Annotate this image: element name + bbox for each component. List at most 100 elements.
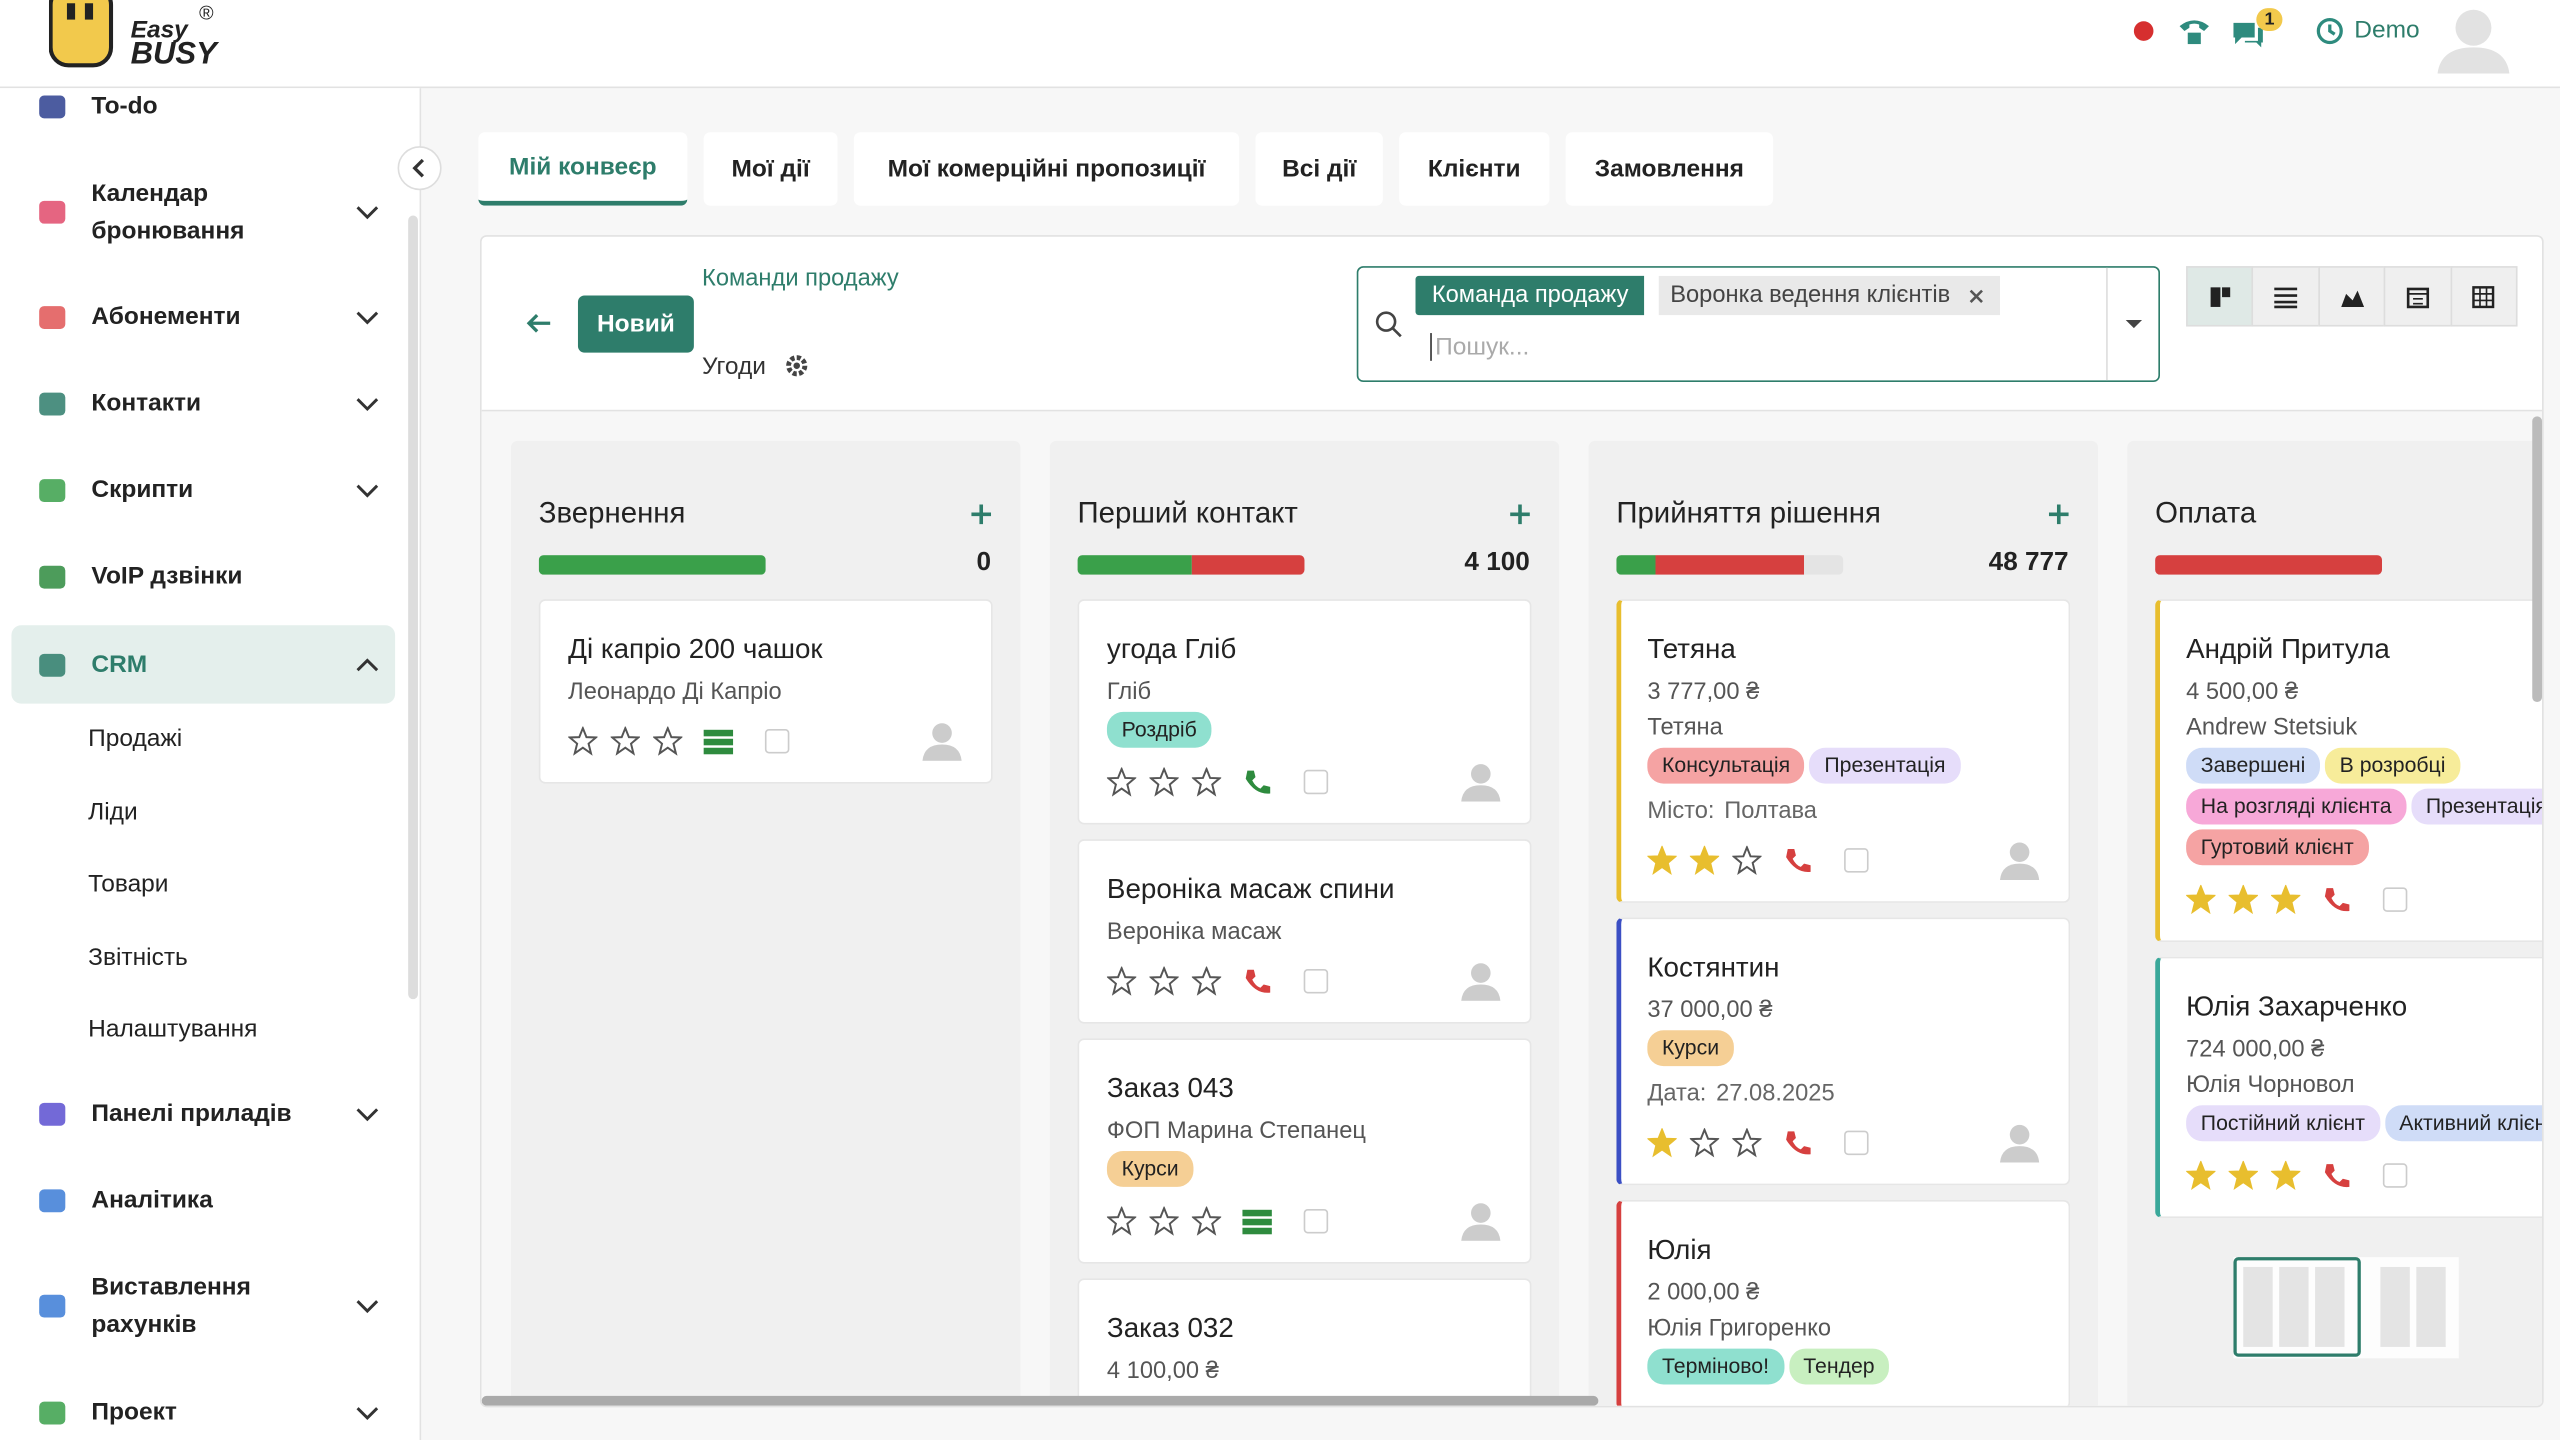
view-button[interactable] bbox=[2186, 266, 2254, 327]
star[interactable] bbox=[1190, 766, 1223, 797]
activity-icon[interactable] bbox=[1781, 1128, 1814, 1157]
chevron[interactable] bbox=[356, 395, 379, 411]
sidebar-item[interactable]: Проект bbox=[36, 1393, 379, 1431]
tab[interactable]: Мій конвеєр bbox=[478, 132, 688, 206]
chevron[interactable] bbox=[356, 1298, 379, 1314]
back-arrow[interactable] bbox=[524, 310, 553, 336]
star[interactable] bbox=[2270, 1159, 2302, 1191]
star[interactable] bbox=[2227, 1159, 2259, 1191]
star[interactable] bbox=[1148, 1205, 1180, 1236]
chat-icon[interactable] bbox=[2230, 16, 2266, 49]
star[interactable] bbox=[1190, 1205, 1223, 1236]
add-card[interactable] bbox=[970, 503, 993, 526]
breadcrumb[interactable]: Команди продажу bbox=[702, 266, 899, 293]
sidebar-item[interactable]: Панелі приладів bbox=[36, 1095, 379, 1133]
chevron[interactable] bbox=[356, 309, 379, 325]
facet-remove[interactable] bbox=[1968, 289, 1983, 304]
star[interactable] bbox=[1190, 965, 1223, 996]
card[interactable]: Юлія 2 000,00 ₴ Юлія Григоренко Терміново! Т… bbox=[1616, 1199, 2071, 1406]
star[interactable] bbox=[652, 725, 684, 756]
view-button[interactable] bbox=[2252, 266, 2320, 327]
search-box[interactable]: Команда продажу Воронка ведення клієнтів… bbox=[1356, 266, 2160, 383]
chevron[interactable] bbox=[356, 1105, 379, 1121]
tab[interactable]: Клієнти bbox=[1399, 132, 1550, 206]
star[interactable] bbox=[2185, 883, 2217, 915]
view-button[interactable] bbox=[2318, 266, 2386, 327]
checkbox[interactable] bbox=[764, 728, 790, 754]
card-avatar[interactable] bbox=[1998, 841, 2040, 880]
clock-icon[interactable] bbox=[2315, 16, 2344, 45]
star[interactable] bbox=[1646, 844, 1678, 875]
dropdown-caret[interactable] bbox=[2124, 318, 2144, 331]
sidebar-item[interactable]: VoIP дзвінки bbox=[36, 558, 379, 596]
activity-icon[interactable] bbox=[1241, 1207, 1274, 1236]
card[interactable]: Заказ 043 ФОП Марина Степанец Курси bbox=[1077, 1038, 1532, 1264]
tab[interactable]: Мої дії bbox=[703, 132, 838, 206]
sidebar-item[interactable]: CRM bbox=[36, 646, 379, 684]
new-button[interactable]: Новий bbox=[577, 295, 694, 353]
user-avatar[interactable] bbox=[2434, 5, 2512, 74]
star[interactable] bbox=[1646, 1127, 1678, 1158]
star[interactable] bbox=[2270, 883, 2302, 915]
card[interactable]: угода Гліб Гліб Роздріб bbox=[1077, 599, 1532, 825]
star[interactable] bbox=[1688, 1127, 1721, 1158]
add-card[interactable] bbox=[1509, 503, 1532, 526]
activity-icon[interactable] bbox=[2320, 1161, 2353, 1190]
star[interactable] bbox=[1148, 965, 1180, 996]
checkbox[interactable] bbox=[1303, 769, 1329, 795]
sidebar-subitem[interactable]: Звітність bbox=[88, 942, 188, 971]
phone-icon[interactable] bbox=[2176, 15, 2212, 48]
view-button[interactable] bbox=[2384, 266, 2452, 327]
activity-icon[interactable] bbox=[1781, 846, 1814, 875]
sidebar-subitem[interactable]: Продажі bbox=[88, 724, 183, 753]
star[interactable] bbox=[1688, 844, 1721, 875]
tab[interactable]: Всі дії bbox=[1255, 132, 1383, 206]
card[interactable]: Заказ 032 4 100,00 ₴ bbox=[1077, 1278, 1532, 1406]
card-avatar[interactable] bbox=[1460, 1202, 1502, 1241]
activity-icon[interactable] bbox=[2320, 885, 2353, 914]
search-input[interactable]: Пошук... bbox=[1430, 333, 1529, 361]
chevron[interactable] bbox=[356, 656, 379, 672]
sidebar-subitem[interactable]: Товари bbox=[88, 870, 169, 898]
tab[interactable]: Замовлення bbox=[1565, 132, 1774, 206]
card-avatar[interactable] bbox=[1460, 962, 1502, 1001]
card[interactable]: Юлія Захарченко 724 000,00 ₴ Юлія Чорновол… bbox=[2155, 956, 2543, 1218]
chevron[interactable] bbox=[356, 482, 379, 498]
star[interactable] bbox=[1731, 844, 1763, 875]
sidebar-item[interactable]: Аналітика bbox=[36, 1181, 379, 1219]
star[interactable] bbox=[1105, 766, 1138, 797]
sidebar-item[interactable]: Виставлення рахунків bbox=[36, 1269, 379, 1344]
settings-icon[interactable] bbox=[785, 354, 808, 377]
checkbox[interactable] bbox=[1843, 847, 1869, 873]
star[interactable] bbox=[1105, 1205, 1138, 1236]
star[interactable] bbox=[2227, 883, 2259, 915]
card[interactable]: Тетяна 3 777,00 ₴ Тетяна Консультація Презен… bbox=[1616, 599, 2071, 903]
user-name[interactable]: Demo bbox=[2354, 16, 2420, 45]
checkbox[interactable] bbox=[1303, 968, 1329, 994]
card[interactable]: Костянтин 37 000,00 ₴ Курси Дата: 27.08.2025 bbox=[1616, 917, 2071, 1186]
star[interactable] bbox=[609, 725, 641, 756]
sidebar-item[interactable]: Календар бронювання bbox=[36, 175, 379, 250]
sidebar-item[interactable]: Абонементи bbox=[36, 298, 379, 336]
chevron[interactable] bbox=[356, 204, 379, 220]
checkbox[interactable] bbox=[2382, 1162, 2408, 1188]
add-card[interactable] bbox=[2047, 503, 2070, 526]
star[interactable] bbox=[2185, 1159, 2217, 1191]
view-button[interactable] bbox=[2449, 266, 2518, 327]
card[interactable]: Вероніка масаж спини Вероніка масаж bbox=[1077, 839, 1532, 1024]
activity-icon[interactable] bbox=[1241, 967, 1274, 996]
checkbox[interactable] bbox=[1303, 1208, 1329, 1234]
card-avatar[interactable] bbox=[1998, 1123, 2040, 1163]
sidebar-item[interactable]: Контакти bbox=[36, 384, 379, 422]
activity-icon[interactable] bbox=[702, 727, 735, 756]
checkbox[interactable] bbox=[1843, 1130, 1869, 1156]
tab[interactable]: Мої комерційні пропозиції bbox=[853, 132, 1240, 206]
card-avatar[interactable] bbox=[921, 722, 963, 761]
star[interactable] bbox=[1148, 766, 1180, 797]
sidebar-item[interactable]: Скрипти bbox=[36, 471, 379, 509]
card[interactable]: Андрій Притула 4 500,00 ₴ Andrew Stetsiuk З… bbox=[2155, 599, 2543, 943]
card[interactable]: Ді капріо 200 чашок Леонардо Ді Капріо bbox=[538, 599, 993, 784]
star[interactable] bbox=[1105, 965, 1138, 996]
sidebar-item[interactable]: To-do bbox=[36, 87, 379, 125]
status-dot[interactable] bbox=[2132, 18, 2158, 44]
